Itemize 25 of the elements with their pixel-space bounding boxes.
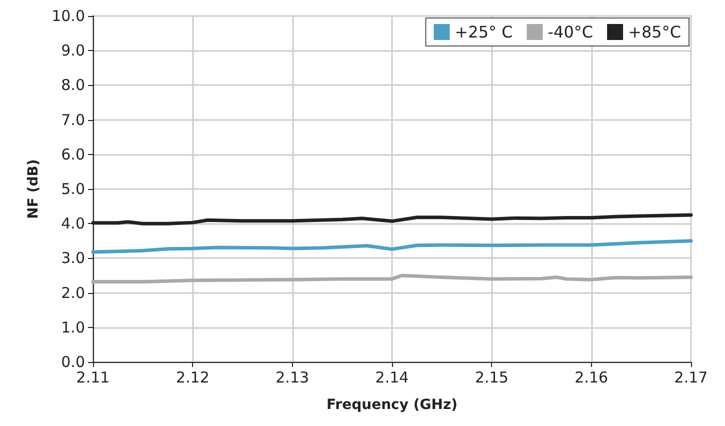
y-tick-label: 10.0 — [52, 7, 85, 25]
y-tick-label: 4.0 — [61, 214, 85, 233]
x-tick-label: 2.14 — [375, 368, 409, 386]
y-tick-label: 1.0 — [61, 318, 85, 336]
x-tick-label: 2.11 — [76, 368, 110, 386]
x-axis-title: Frequency (GHz) — [326, 397, 458, 413]
x-tick-label: 2.16 — [574, 368, 608, 386]
x-tick-label: 2.15 — [474, 368, 508, 386]
y-tick-label: 2.0 — [61, 284, 85, 302]
y-tick-label: 8.0 — [61, 76, 85, 94]
y-tick-label: 3.0 — [61, 249, 85, 268]
y-tick-label: 5.0 — [61, 180, 85, 198]
x-tick-label: 2.17 — [674, 368, 708, 386]
y-tick-label: 7.0 — [61, 110, 85, 129]
y-tick-label: 9.0 — [61, 42, 85, 60]
line-series — [91, 274, 693, 284]
line-series — [91, 239, 693, 254]
legend-label: +25° C — [454, 22, 513, 42]
x-tick-label: 2.12 — [176, 368, 210, 386]
legend-label: -40°C — [548, 22, 594, 42]
y-axis-title: NF (dB) — [26, 159, 42, 219]
legend-label: +85°C — [628, 22, 681, 42]
y-tick-label: 6.0 — [61, 145, 85, 164]
y-tick-label: 0.0 — [61, 353, 85, 371]
x-tick-label: 2.13 — [276, 368, 310, 386]
